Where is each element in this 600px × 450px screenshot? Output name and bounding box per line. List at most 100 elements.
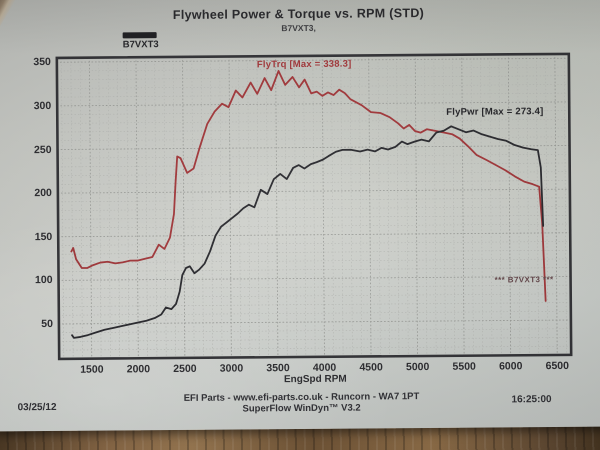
x-axis-title: EngSpd RPM <box>283 373 347 386</box>
grid-line-vertical <box>470 54 474 356</box>
grid-line-vertical <box>517 53 521 356</box>
grid-line-vertical <box>424 54 428 357</box>
grid-line-horizontal <box>58 319 572 325</box>
x-tick-label: 6500 <box>545 359 570 373</box>
run-tag-annotation: *** B7VXT3 *** <box>494 275 554 285</box>
x-tick-label: 6000 <box>499 360 523 373</box>
grid-line-horizontal <box>56 110 570 115</box>
grid-line-vertical <box>79 57 83 360</box>
grid-line-vertical <box>107 57 111 359</box>
grid-line-vertical <box>200 56 204 359</box>
grid-line-vertical <box>349 55 353 357</box>
grid-line-horizontal <box>56 84 570 89</box>
grid-line-vertical <box>480 54 484 356</box>
grid-line-vertical <box>210 56 214 358</box>
grid-line-horizontal <box>57 197 571 203</box>
grid-line-horizontal <box>57 232 571 238</box>
grid-line-vertical <box>256 56 260 358</box>
paper-sheet: Flywheel Power & Torque vs. RPM (STD) B7… <box>0 0 600 432</box>
y-tick-label: 50 <box>41 318 53 331</box>
grid-line-vertical <box>265 55 269 358</box>
grid-line-horizontal <box>57 145 570 150</box>
grid-line-vertical <box>163 56 167 359</box>
grid-line-horizontal <box>57 188 571 194</box>
grid-line-vertical <box>452 54 456 357</box>
flypwr-curve-label: FlyPwr [Max = 273.4] <box>446 106 544 118</box>
grid-line-vertical <box>563 53 567 356</box>
grid-line-vertical <box>386 55 390 357</box>
x-tick-label: 1500 <box>80 363 104 376</box>
grid-line-horizontal <box>58 275 572 281</box>
grid-line-horizontal <box>58 284 571 290</box>
grid-line-horizontal <box>57 162 570 168</box>
grid-line-horizontal <box>57 241 571 246</box>
grid-line-vertical <box>238 56 242 358</box>
grid-line-vertical <box>88 57 93 360</box>
grid-line-horizontal <box>57 206 571 211</box>
grid-line-horizontal <box>58 310 572 316</box>
time-stamp: 16:25:00 <box>511 394 552 406</box>
grid-line-horizontal <box>58 249 571 255</box>
grid-line-vertical <box>191 56 195 359</box>
grid-line-horizontal <box>56 66 570 72</box>
grid-line-vertical <box>331 55 335 358</box>
grid-line-vertical <box>545 53 549 356</box>
y-tick-label: 200 <box>34 187 52 200</box>
x-tick-label: 3000 <box>219 362 244 375</box>
grid-line-vertical <box>98 57 102 359</box>
grid-line-horizontal <box>58 328 572 334</box>
grid-line-horizontal <box>56 92 570 98</box>
grid-line-vertical <box>284 55 288 358</box>
grid-line-vertical <box>535 53 539 356</box>
grid-line-horizontal <box>57 223 571 229</box>
x-tick-label: 5000 <box>405 360 430 374</box>
flytrq-curve <box>70 70 547 302</box>
grid-line-vertical <box>219 56 223 358</box>
grid-line-vertical <box>126 57 130 359</box>
grid-line-vertical <box>377 55 381 357</box>
grid-line-vertical <box>489 54 493 356</box>
grid-line-vertical <box>303 55 307 358</box>
grid-line-vertical <box>340 55 344 357</box>
grid-line-vertical <box>144 56 148 359</box>
x-tick-label: 2500 <box>173 362 197 376</box>
grid-line-vertical <box>182 56 186 359</box>
grid-line-horizontal <box>57 153 570 159</box>
grid-line-vertical <box>70 57 74 360</box>
grid-line-horizontal <box>56 101 570 107</box>
grid-line-vertical <box>433 54 437 357</box>
grid-line-vertical <box>396 54 400 357</box>
flytrq-curve-label: FlyTrq [Max = 338.3] <box>256 58 352 71</box>
grid-line-horizontal <box>57 119 570 124</box>
y-tick-label: 250 <box>33 143 52 156</box>
grid-line-vertical <box>554 53 558 356</box>
grid-line-vertical <box>135 56 139 359</box>
grid-line-horizontal <box>57 171 571 176</box>
grid-line-horizontal <box>57 127 570 133</box>
x-tick-label: 4000 <box>312 361 337 374</box>
grid-line-vertical <box>321 55 325 358</box>
grid-line-horizontal <box>58 337 572 342</box>
x-tick-label: 5500 <box>452 360 476 373</box>
grid-line-horizontal <box>58 258 571 264</box>
grid-line-vertical <box>507 53 512 356</box>
grid-line-vertical <box>461 54 465 357</box>
y-tick-label: 150 <box>34 230 53 243</box>
grid-line-vertical <box>442 54 446 357</box>
grid-line-horizontal <box>56 57 570 63</box>
y-tick-label: 350 <box>33 56 51 69</box>
grid-line-vertical <box>247 56 251 358</box>
grid-line-vertical <box>405 54 409 357</box>
grid-line-vertical <box>359 55 363 357</box>
grid-line-horizontal <box>58 267 571 272</box>
grid-line-horizontal <box>58 302 572 307</box>
grid-line-horizontal <box>58 345 572 351</box>
x-tick-label: 4500 <box>359 361 383 374</box>
date-stamp: 03/25/12 <box>17 401 57 414</box>
grid-line-horizontal <box>57 214 571 220</box>
grid-line-vertical <box>61 57 65 360</box>
grid-line-vertical <box>293 55 297 358</box>
